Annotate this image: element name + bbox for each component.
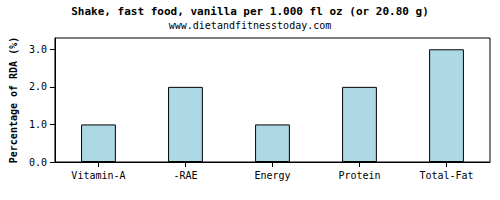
svg-text:Percentage of RDA (%): Percentage of RDA (%) bbox=[8, 37, 19, 163]
svg-text:3.0: 3.0 bbox=[29, 44, 47, 55]
svg-text:Shake, fast food, vanilla per: Shake, fast food, vanilla per 1.000 fl o… bbox=[71, 5, 429, 18]
svg-text:0.0: 0.0 bbox=[29, 157, 47, 168]
svg-text:1.0: 1.0 bbox=[29, 119, 47, 130]
svg-text:-RAE: -RAE bbox=[173, 170, 197, 181]
svg-text:Vitamin-A: Vitamin-A bbox=[71, 170, 125, 181]
svg-text:Total-Fat: Total-Fat bbox=[419, 170, 473, 181]
svg-text:www.dietandfitnesstoday.com: www.dietandfitnesstoday.com bbox=[169, 20, 332, 31]
svg-text:Energy: Energy bbox=[254, 170, 290, 181]
svg-text:Protein: Protein bbox=[338, 170, 380, 181]
svg-text:2.0: 2.0 bbox=[29, 81, 47, 92]
